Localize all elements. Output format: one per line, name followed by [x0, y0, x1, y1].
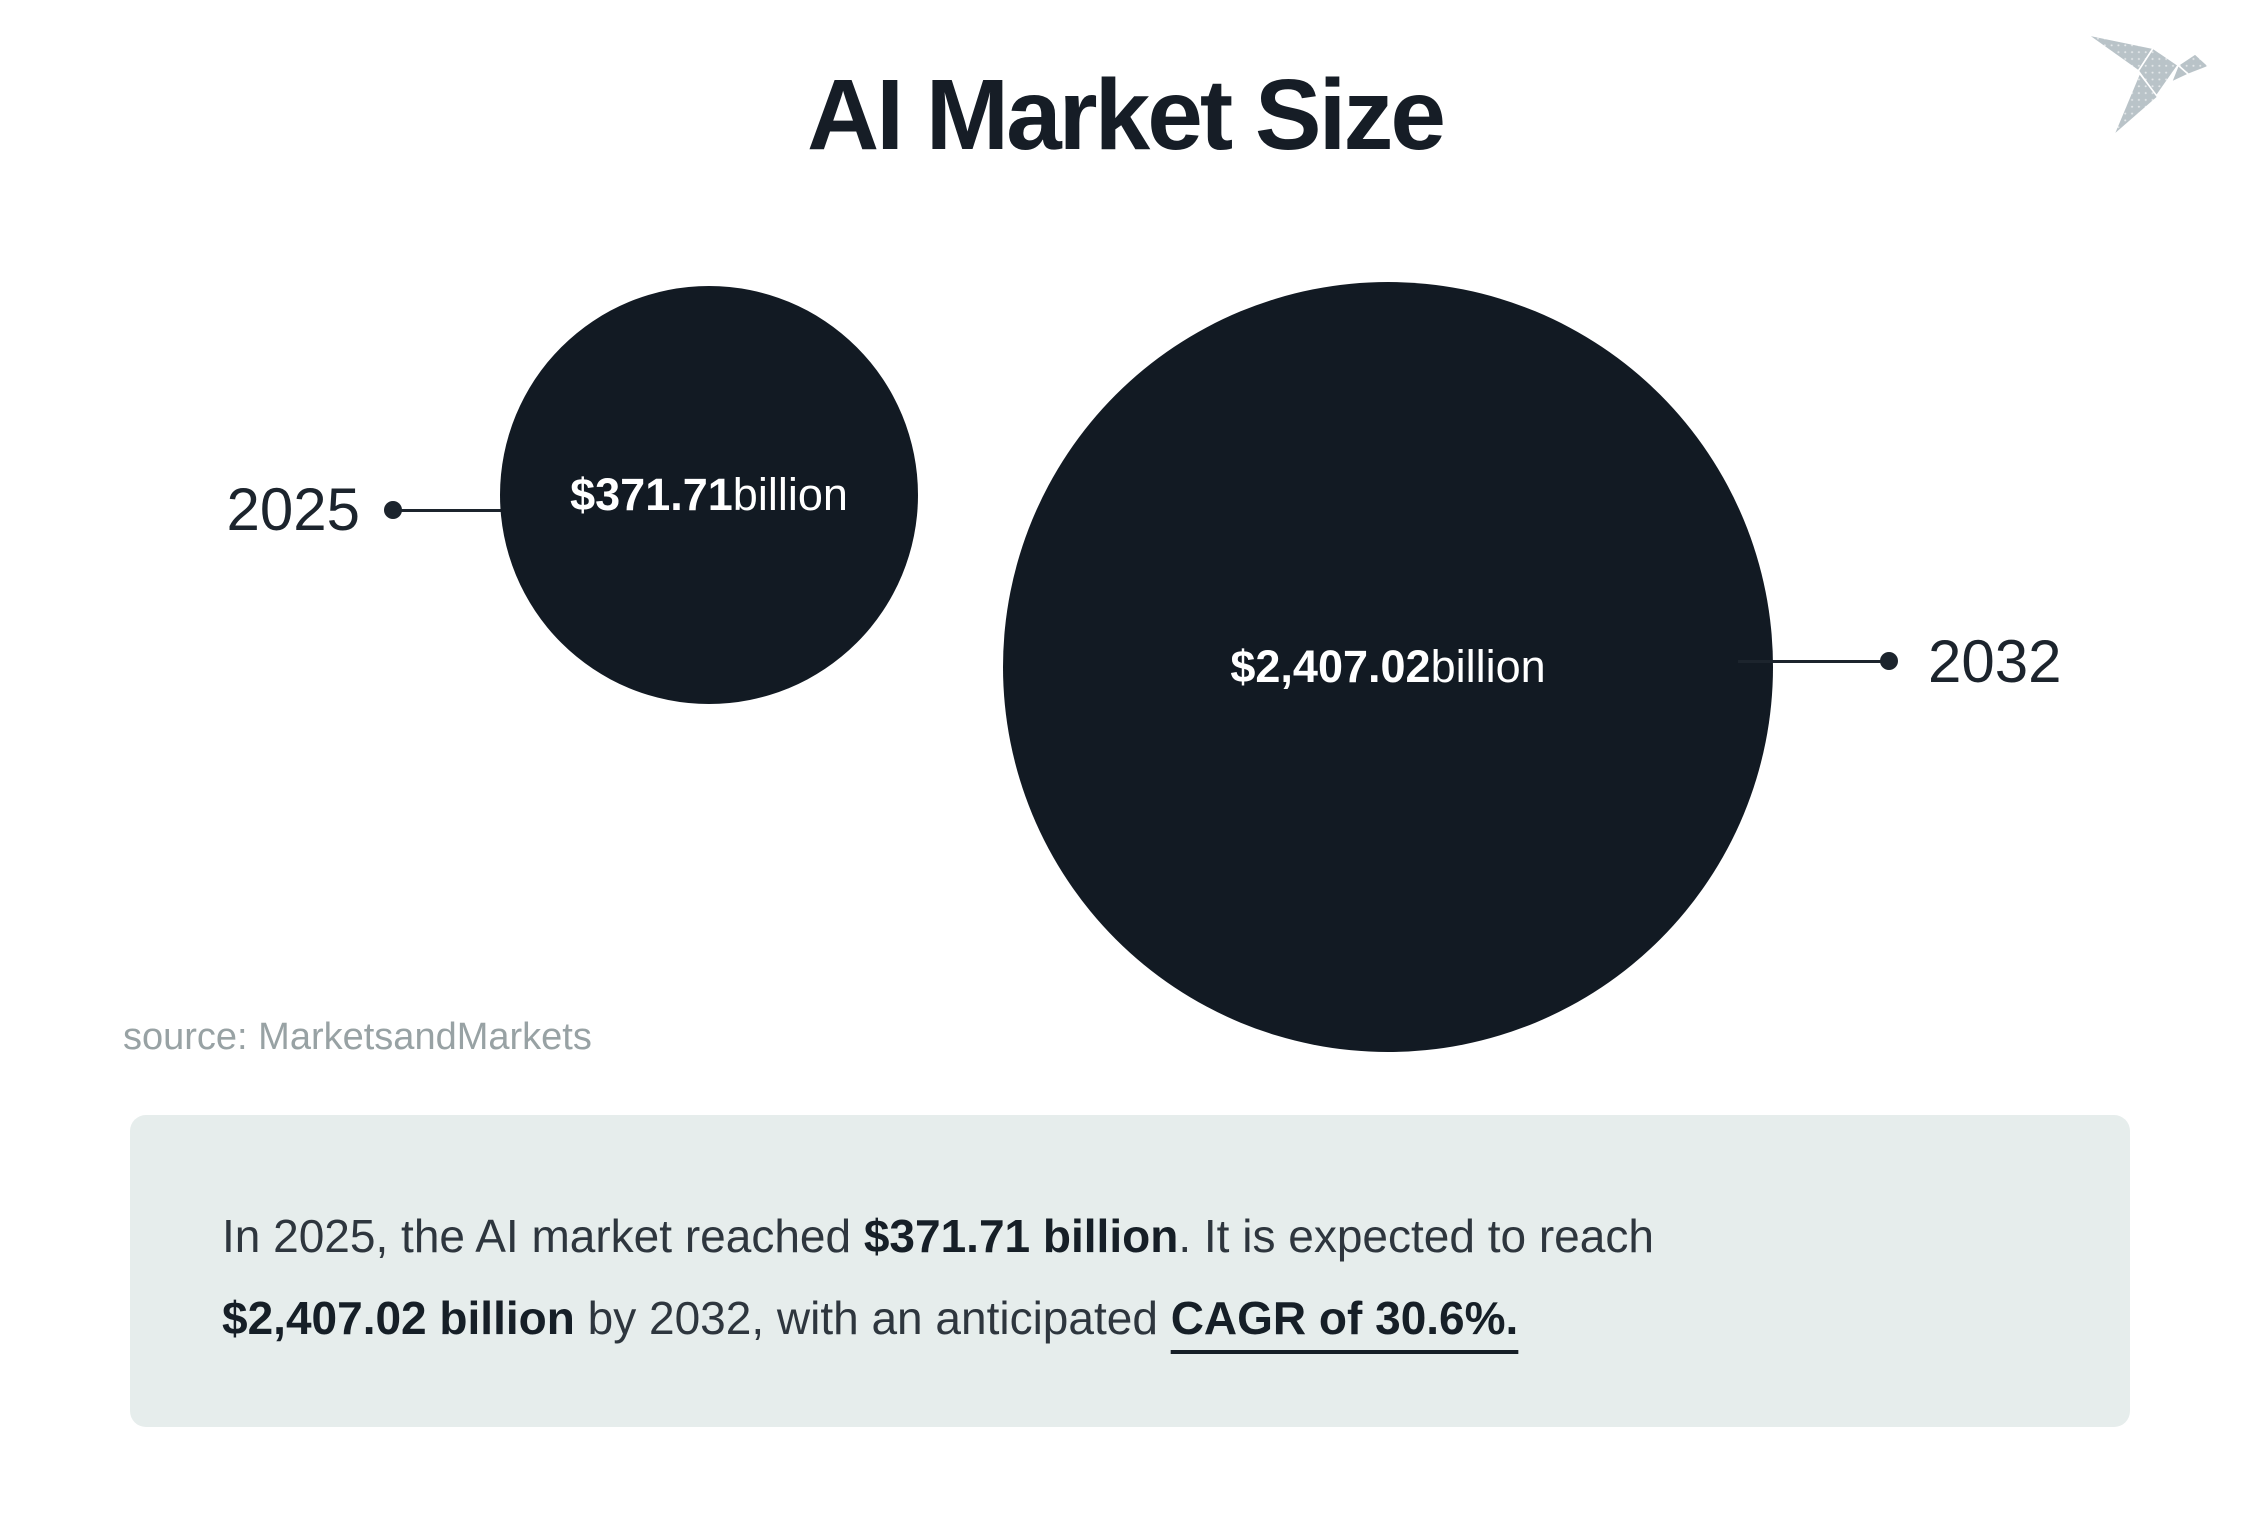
summary-seg-2: $371.71 billion: [863, 1210, 1179, 1262]
leader-line-2032: [1738, 660, 1888, 663]
page-title: AI Market Size: [806, 59, 1446, 171]
summary-seg-5: by 2032, with an anticipated: [574, 1292, 1171, 1344]
bubble-2025-value: $371.71: [570, 469, 733, 520]
bubble-2032: $2,407.02 billion: [1003, 282, 1773, 1052]
bubble-2032-value: $2,407.02: [1230, 641, 1431, 692]
source-attribution: source: MarketsandMarkets: [123, 1016, 592, 1058]
bubble-2025-unit: billion: [732, 469, 848, 520]
summary-seg-1: In 2025, the AI market reached: [222, 1210, 864, 1262]
summary-callout-box: In 2025, the AI market reached $371.71 b…: [130, 1115, 2130, 1427]
bubble-2025: $371.71 billion: [500, 286, 918, 704]
summary-seg-4: $2,407.02 billion: [222, 1292, 575, 1344]
year-label-2025: 2025: [226, 476, 360, 543]
summary-seg-3: . It is expected to reach: [1178, 1210, 1654, 1262]
leader-line-2025: [393, 509, 523, 512]
bubble-2032-unit: billion: [1430, 641, 1546, 692]
leader-dot-2032: [1880, 652, 1898, 670]
origami-bird-logo: [2086, 33, 2210, 137]
year-label-2032: 2032: [1928, 628, 2062, 695]
summary-text: In 2025, the AI market reached $371.71 b…: [222, 1195, 2042, 1359]
summary-seg-6-cagr: CAGR of 30.6%.: [1170, 1292, 1519, 1344]
